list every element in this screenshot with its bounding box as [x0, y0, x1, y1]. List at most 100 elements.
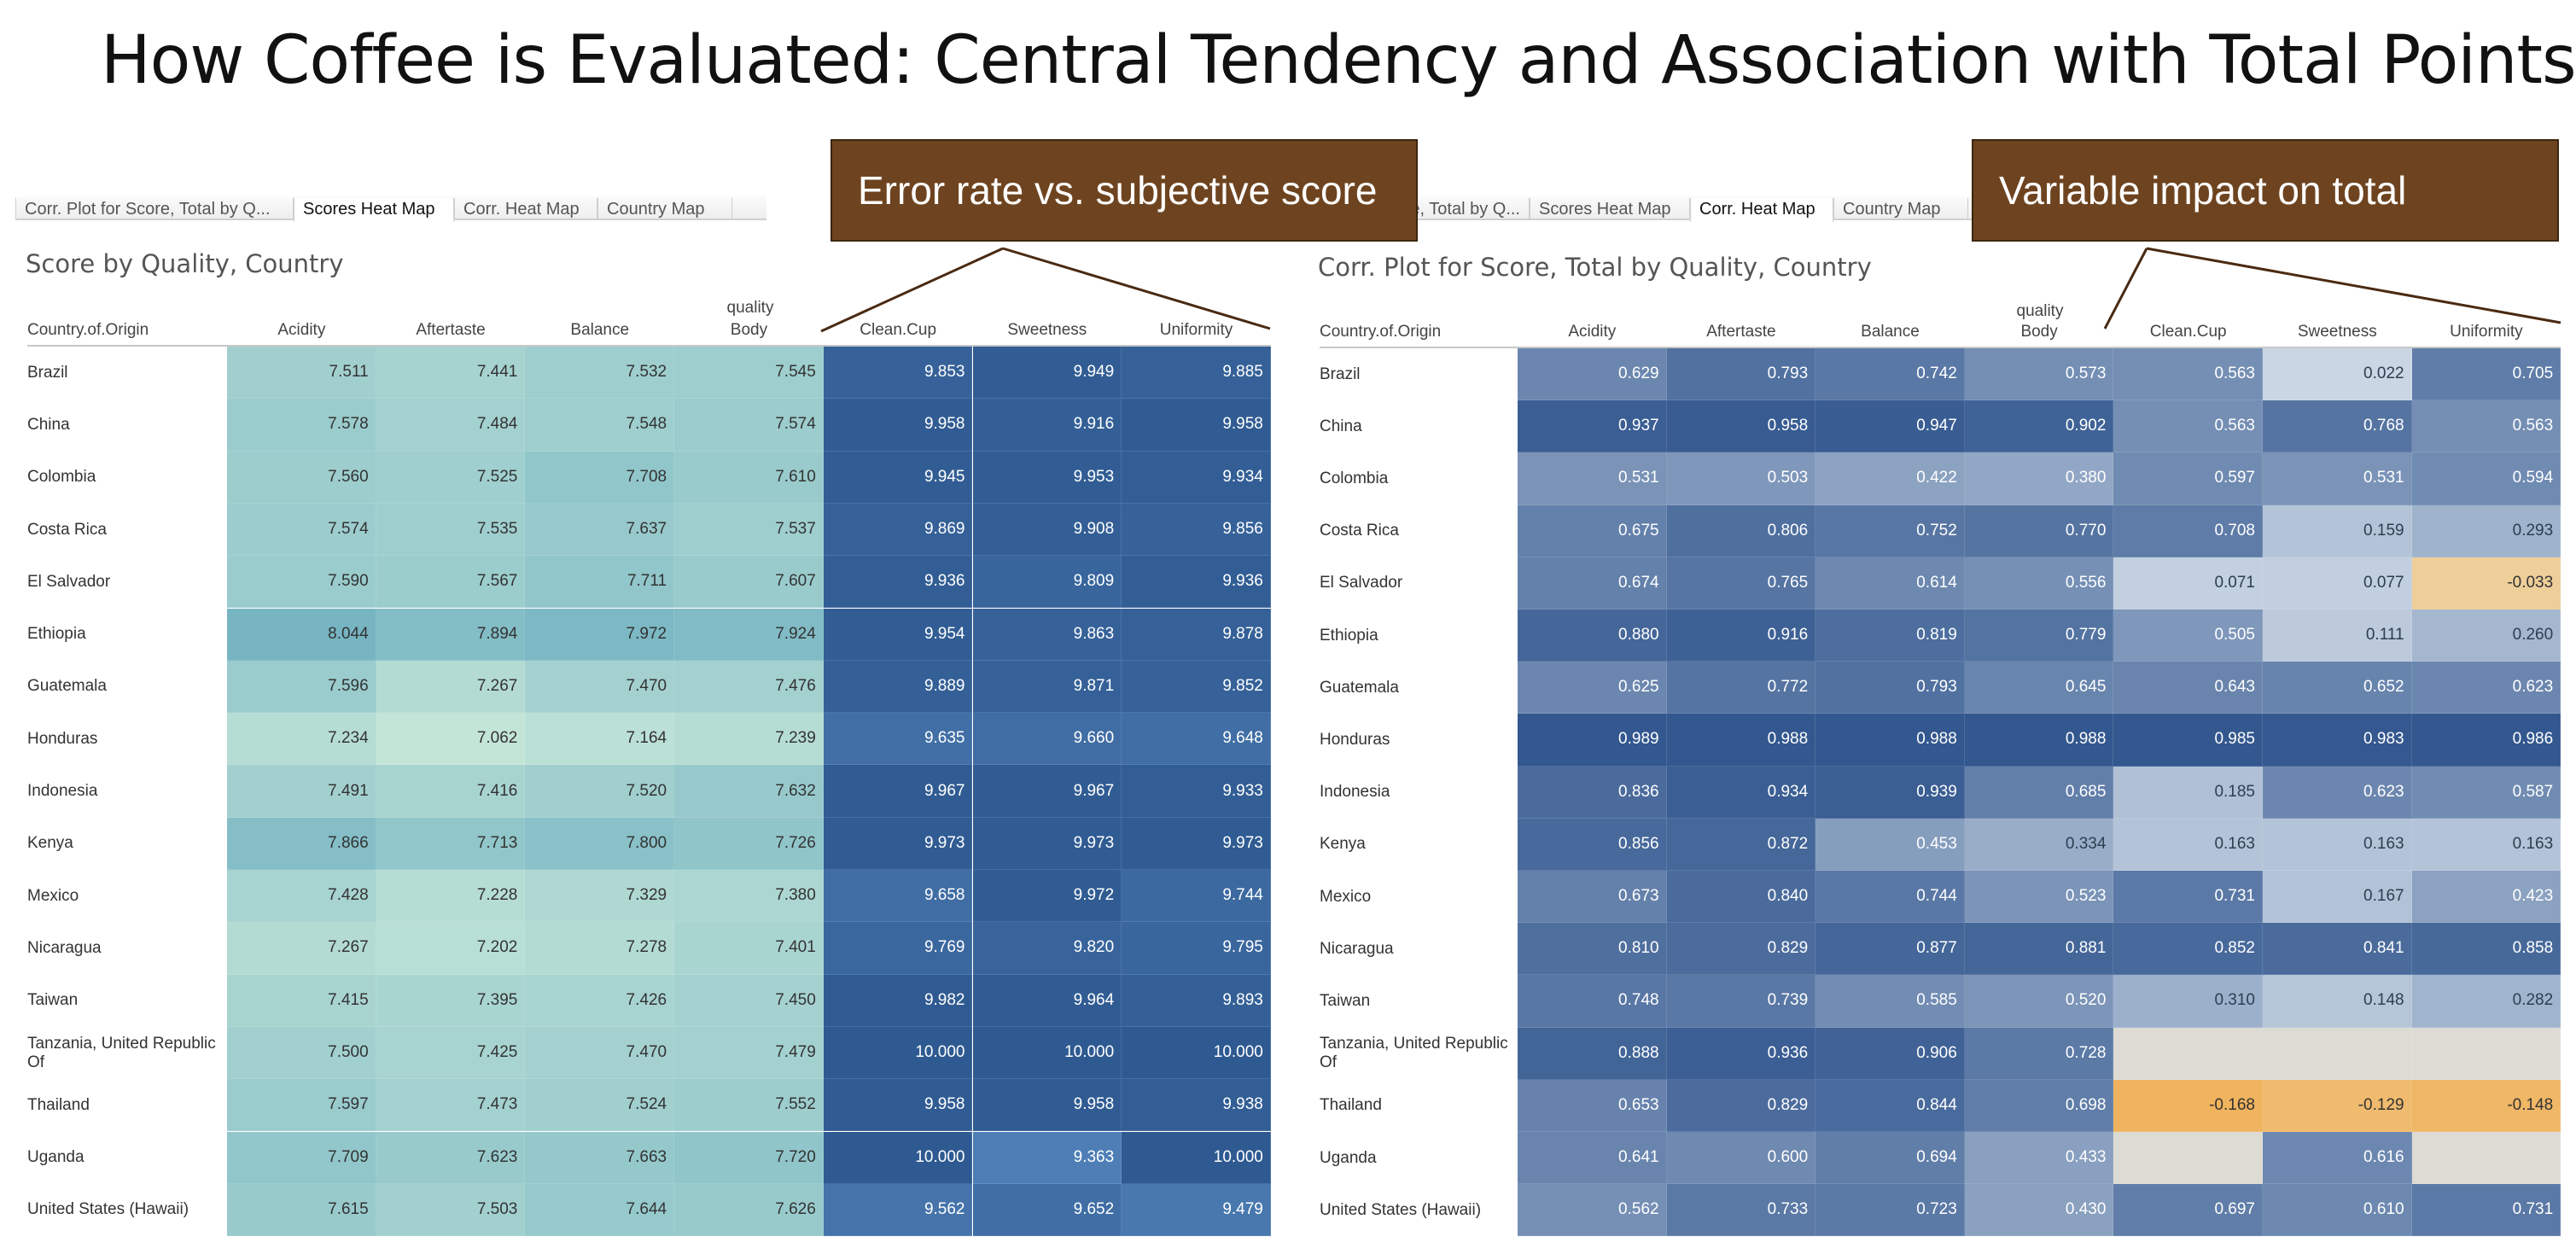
row-label: China: [27, 415, 70, 434]
column-header-aftertaste: Aftertaste: [416, 321, 486, 339]
row-label: Brazil: [1320, 365, 1361, 383]
row-label: Colombia: [27, 468, 96, 487]
corr-cell: 0.742: [1815, 348, 1965, 401]
score-cell: 7.560: [227, 451, 376, 504]
corr-cell: 0.752: [1815, 505, 1965, 557]
score-cell: 10.000: [1122, 1026, 1271, 1080]
score-cell: 7.524: [525, 1079, 675, 1132]
corr-cell: 0.380: [1964, 452, 2114, 505]
row-label: Nicaragua: [27, 938, 102, 957]
column-group-label: quality: [2016, 302, 2064, 320]
corr-cell: 0.334: [1964, 818, 2114, 871]
corr-cell: 0.563: [2411, 400, 2561, 453]
score-cell: 7.607: [674, 556, 824, 609]
corr-cell: 0.768: [2263, 400, 2412, 453]
score-cell: 9.936: [823, 556, 973, 609]
score-cell: 7.590: [227, 556, 376, 609]
score-cell: 9.744: [1122, 870, 1271, 923]
score-cell: 10.000: [972, 1026, 1122, 1080]
corr-cell: 0.594: [2411, 452, 2561, 505]
corr-cell: 0.163: [2263, 818, 2412, 871]
corr-cell: [2411, 1132, 2561, 1185]
row-header-label: Country.of.Origin: [1320, 323, 1442, 341]
corr-cell: 0.856: [1518, 818, 1667, 871]
corr-cell: 0.829: [1666, 923, 1816, 976]
score-cell: 9.889: [823, 660, 973, 714]
left-tab-bar: Corr. Plot for Score, Total by Q... Scor…: [15, 196, 766, 222]
score-cell: 7.470: [525, 660, 675, 714]
score-cell: 9.769: [823, 922, 973, 975]
corr-cell: 0.947: [1815, 400, 1965, 453]
corr-cell: 0.858: [2411, 923, 2561, 976]
corr-cell: 0.556: [1964, 557, 2114, 610]
column-header-balance: Balance: [570, 321, 630, 339]
row-label: Ethiopia: [27, 625, 86, 644]
score-cell: 7.597: [227, 1079, 376, 1132]
tab-corr-heat-map[interactable]: Corr. Heat Map: [1690, 198, 1833, 222]
tab-scores-heat-map[interactable]: Scores Heat Map: [1530, 198, 1690, 220]
corr-cell: 0.806: [1666, 505, 1816, 557]
row-label: Brazil: [27, 363, 68, 382]
row-label: China: [1320, 417, 1362, 435]
column-group-label: quality: [726, 299, 774, 317]
score-cell: 9.893: [1122, 974, 1271, 1027]
corr-cell: 0.641: [1518, 1132, 1667, 1185]
corr-cell: -0.168: [2113, 1079, 2263, 1132]
corr-cell: 0.728: [1964, 1027, 2114, 1080]
score-cell: 9.973: [1122, 817, 1271, 870]
header-divider: [1320, 347, 2561, 348]
corr-cell: 0.163: [2411, 818, 2561, 871]
score-cell: 7.596: [227, 660, 376, 714]
score-cell: 7.416: [376, 765, 526, 818]
tab-country-map[interactable]: Country Map: [1833, 198, 1968, 220]
score-cell: 7.234: [227, 713, 376, 766]
corr-cell: 0.167: [2263, 871, 2412, 924]
row-label: Honduras: [1320, 730, 1390, 749]
tab-country-map[interactable]: Country Map: [597, 198, 732, 220]
score-cell: 9.658: [823, 870, 973, 923]
score-cell: 9.652: [972, 1183, 1122, 1237]
row-label: Thailand: [27, 1095, 90, 1114]
score-cell: 9.916: [972, 399, 1122, 452]
score-cell: 9.964: [972, 974, 1122, 1027]
tab-corr-plot[interactable]: Corr. Plot for Score, Total by Q...: [15, 198, 294, 220]
corr-cell: 0.881: [1964, 923, 2114, 976]
corr-cell: 0.988: [1964, 714, 2114, 767]
score-cell: 9.795: [1122, 922, 1271, 975]
row-label: Taiwan: [27, 991, 79, 1010]
row-label: Uganda: [27, 1148, 85, 1167]
column-header-body: Body: [2020, 323, 2058, 341]
score-cell: 10.000: [1122, 1131, 1271, 1184]
tab-scores-heat-map[interactable]: Scores Heat Map: [294, 198, 454, 222]
score-cell: 7.479: [674, 1026, 824, 1080]
corr-cell: [2263, 1027, 2412, 1080]
corr-cell: 0.840: [1666, 871, 1816, 924]
score-cell: 9.967: [823, 765, 973, 818]
corr-cell: 0.260: [2411, 610, 2561, 662]
corr-cell: 0.022: [2263, 348, 2412, 401]
row-label: United States (Hawaii): [27, 1200, 189, 1219]
corr-cell: 0.573: [1964, 348, 2114, 401]
score-cell: 9.871: [972, 660, 1122, 714]
corr-cell: 0.159: [2263, 505, 2412, 557]
score-cell: 7.532: [525, 347, 675, 400]
score-cell: 9.938: [1122, 1079, 1271, 1132]
row-label: Nicaragua: [1320, 939, 1394, 958]
corr-cell: 0.310: [2113, 975, 2263, 1028]
tab-corr-heat-map[interactable]: Corr. Heat Map: [454, 198, 597, 220]
score-cell: 9.660: [972, 713, 1122, 766]
corr-cell: 0.988: [1815, 714, 1965, 767]
score-cell: 7.894: [376, 608, 526, 661]
score-cell: 8.044: [227, 608, 376, 661]
corr-cell: 0.880: [1518, 610, 1667, 662]
corr-cell: 0.653: [1518, 1079, 1667, 1132]
corr-cell: 0.623: [2411, 662, 2561, 715]
column-header-acidity: Acidity: [1568, 323, 1617, 341]
row-label: Honduras: [27, 729, 98, 748]
corr-cell: 0.989: [1518, 714, 1667, 767]
score-cell: 7.924: [674, 608, 824, 661]
score-cell: 7.726: [674, 817, 824, 870]
score-cell: 7.709: [227, 1131, 376, 1184]
score-cell: 7.713: [376, 817, 526, 870]
corr-cell: 0.986: [2411, 714, 2561, 767]
